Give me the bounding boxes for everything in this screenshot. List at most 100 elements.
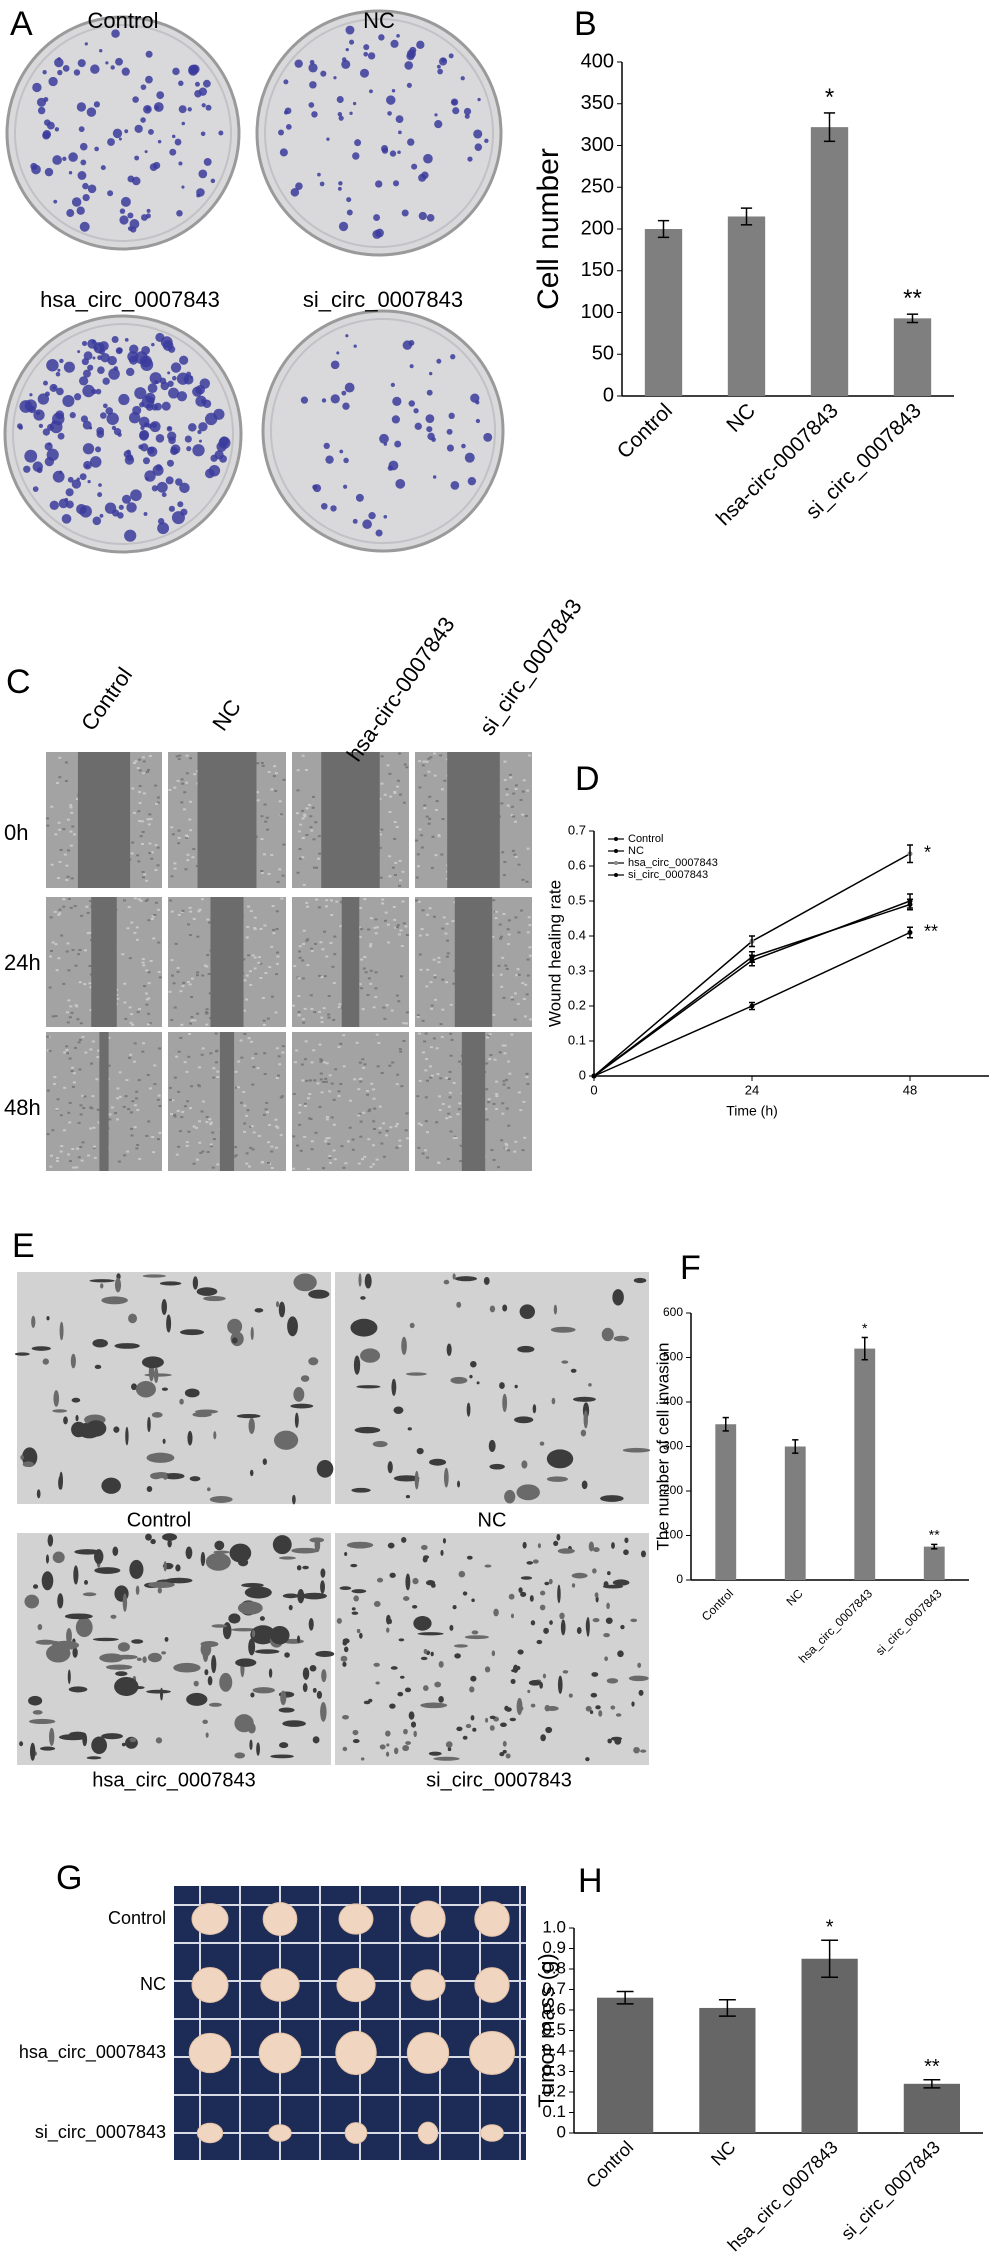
cell-texture [170, 959, 174, 962]
legend-label: Control [628, 833, 663, 845]
colony [36, 467, 43, 474]
cell-texture [200, 898, 204, 901]
cell [423, 1648, 428, 1655]
cell-texture [298, 945, 302, 948]
cell-texture [339, 1082, 343, 1085]
cell-texture [351, 1138, 355, 1141]
colony [156, 91, 165, 100]
colony [319, 181, 325, 187]
cell [63, 1416, 68, 1425]
colony [32, 82, 42, 93]
cell-texture [149, 818, 153, 821]
cell [82, 1592, 97, 1597]
cell-texture [328, 1161, 332, 1164]
colony [210, 178, 216, 184]
tumor [410, 1900, 446, 1938]
cell-texture [273, 765, 277, 768]
cell-texture [369, 943, 373, 946]
cell-texture [320, 975, 324, 978]
colony [473, 129, 483, 139]
cell-texture [402, 801, 406, 804]
cell-texture [158, 1104, 162, 1107]
cell-texture [492, 1102, 496, 1105]
cell-texture [79, 1113, 83, 1116]
cell-texture [72, 1072, 76, 1075]
cell-texture [243, 1104, 247, 1107]
colony [107, 190, 114, 197]
cell-texture [124, 1095, 128, 1098]
y-tick-label: 600 [663, 1305, 683, 1319]
cell [312, 1736, 320, 1744]
cell-texture [310, 1148, 314, 1151]
y-axis-label: Wound healing rate [545, 880, 564, 1027]
cell-texture [498, 923, 502, 926]
cell-texture [334, 1068, 338, 1071]
cell-texture [358, 983, 362, 986]
y-tick-label: 0 [557, 2122, 566, 2141]
cell [457, 1480, 461, 1488]
label: NC [207, 695, 246, 735]
colony [352, 518, 358, 524]
cell-texture [209, 1145, 213, 1148]
cell-texture [66, 875, 70, 878]
cell [135, 1381, 156, 1398]
colony [57, 69, 63, 76]
cell-texture [180, 801, 184, 804]
cell-texture [502, 1080, 506, 1083]
panel-letter: G [56, 1859, 82, 1897]
cell-texture [49, 916, 53, 919]
cell [73, 1565, 79, 1585]
cell-texture [138, 819, 142, 822]
cell-texture [441, 927, 445, 930]
colony [205, 104, 212, 111]
cell-texture [302, 929, 306, 932]
cell-texture [404, 1129, 408, 1132]
cell [638, 1689, 644, 1696]
cell-texture [133, 1042, 137, 1045]
cell-texture [415, 876, 419, 879]
cell-texture [381, 898, 385, 901]
cell [489, 1463, 505, 1470]
colony [43, 97, 49, 102]
cell-texture [445, 1117, 449, 1120]
cell-texture [242, 958, 246, 961]
cell-texture [54, 833, 58, 836]
cell-texture [192, 1125, 196, 1128]
cell-texture [85, 905, 89, 908]
cell-texture [364, 971, 368, 974]
cell-texture [196, 971, 200, 974]
cell [390, 1666, 398, 1670]
cell-texture [177, 758, 181, 761]
cell [539, 1441, 545, 1446]
label: si_circ_0007843 [426, 1769, 572, 1791]
cell-texture [317, 906, 321, 909]
cell-texture [429, 756, 433, 759]
cell-texture [67, 898, 71, 901]
colony [426, 214, 435, 222]
cell-texture [523, 1015, 527, 1018]
colony [29, 393, 33, 397]
cell-texture [402, 922, 406, 925]
cell-texture [519, 798, 523, 801]
label: Control [88, 8, 159, 33]
cell-texture [208, 1118, 212, 1121]
cell [560, 1619, 566, 1636]
cell [518, 1587, 523, 1593]
cell [49, 1727, 55, 1746]
cell-texture [187, 1130, 191, 1133]
cell-texture [431, 835, 435, 838]
cell-texture [329, 899, 333, 902]
colony [323, 442, 330, 450]
colony [139, 431, 149, 441]
cell-texture [71, 1147, 75, 1150]
cell-texture [236, 1086, 240, 1089]
cell-texture [204, 1011, 208, 1014]
y-tick-label: 0.4 [568, 927, 586, 942]
colony [161, 401, 171, 411]
colony [30, 162, 38, 170]
cell [360, 1348, 381, 1363]
cell-texture [138, 758, 142, 761]
cell-texture [416, 1015, 420, 1018]
cell-texture [367, 1138, 371, 1141]
cell-texture [526, 931, 530, 934]
